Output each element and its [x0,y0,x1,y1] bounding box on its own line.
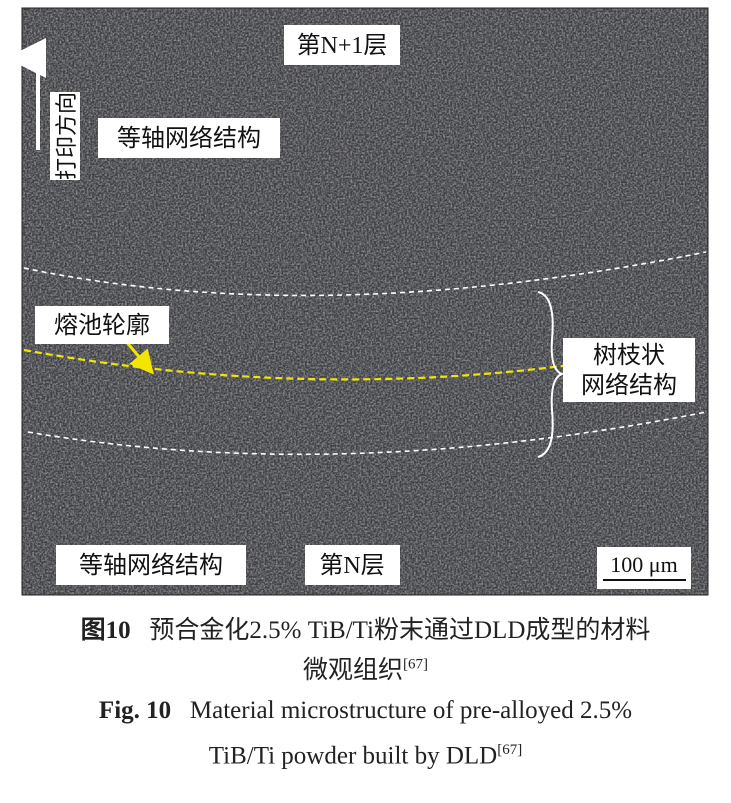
label-box [50,92,80,180]
boundary-lower [27,411,707,456]
figure-number: 图10 [80,617,131,644]
caption-text: 微观组织 [302,657,403,684]
figure-number: Fig. 10 [98,697,172,724]
label: 熔池轮廓 [54,312,150,339]
label-box [35,306,169,344]
label-box [284,25,400,65]
label: 树枝状 [593,342,665,369]
reference: [67] [497,742,523,758]
label: 第N层 [319,552,384,579]
boundary-upper [23,251,707,297]
label: 打印方向 [54,92,79,180]
label: 等轴网络结构 [79,552,223,579]
caption-text: TiB/Ti powder built by DLD [208,742,498,770]
pointer-arrow [123,339,154,375]
caption-en-2: TiB/Ti powder built by DLD[67] [0,742,731,770]
label: 等轴网络结构 [117,125,261,152]
scale-label: 100 μm [610,552,677,577]
caption-cn-2: 微观组织[67] [0,650,731,686]
caption-cn: 图10 预合金化2.5% TiB/Ti粉末通过DLD成型的材料 [0,610,731,646]
label-box [563,338,695,402]
label-box [56,545,246,585]
scale-box [597,547,691,589]
caption-text: 预合金化2.5% TiB/Ti粉末通过DLD成型的材料 [149,617,651,644]
label-box [305,545,400,585]
label: 第N+1层 [297,32,388,59]
micrograph-figure: 第N+1层 打印方向 等轴网络结构 熔池轮廓 树枝状 网络结构 等轴网络结构 第… [6,7,709,596]
micrograph-texture [22,8,708,595]
melt-pool-contour [23,348,571,381]
caption-text: Material microstructure of pre-alloyed 2… [189,697,633,724]
brace [537,291,566,458]
label: 网络结构 [581,372,677,399]
label-box [98,118,280,158]
reference: [67] [403,656,428,673]
image-border [21,7,709,596]
caption-en: Fig. 10 Material microstructure of pre-a… [0,697,731,725]
